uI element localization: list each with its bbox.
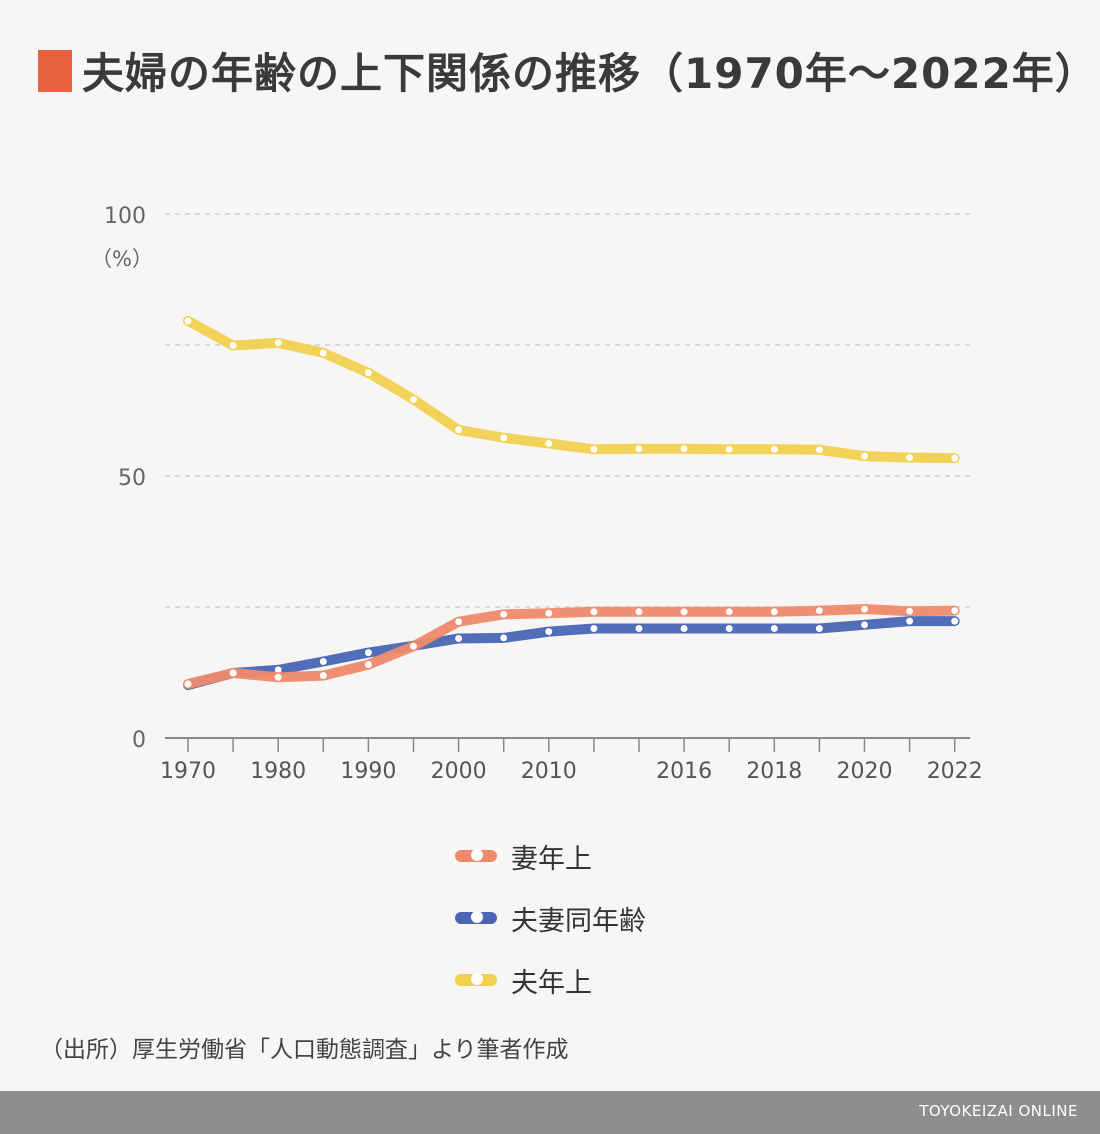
legend-swatch-husband-older bbox=[455, 973, 497, 986]
series-wife-older-point bbox=[363, 660, 373, 670]
series-husband-older-point bbox=[454, 425, 464, 435]
x-tick-label: 2010 bbox=[521, 759, 577, 784]
series-husband-older-point bbox=[318, 348, 328, 358]
x-tick-label: 2000 bbox=[431, 759, 487, 784]
y-tick-label: 100 bbox=[104, 204, 146, 229]
legend-label-husband-older: 夫年上 bbox=[511, 967, 592, 999]
series-same-age-point bbox=[318, 656, 328, 666]
chart-title: 夫婦の年齢の上下関係の推移（1970年～2022年） bbox=[38, 40, 1098, 101]
series-husband-older-line bbox=[183, 315, 960, 464]
series-wife-older-point bbox=[905, 606, 915, 616]
source-note: （出所）厚生労働省「人口動態調査」より筆者作成 bbox=[40, 1037, 569, 1063]
series-wife-older-point bbox=[499, 609, 509, 619]
y-tick-label: 50 bbox=[118, 466, 146, 491]
series-wife-older-point bbox=[950, 606, 960, 616]
x-tick-label: 1970 bbox=[160, 759, 216, 784]
footer-bar: TOYOKEIZAI ONLINE bbox=[0, 1091, 1100, 1134]
series-wife-older-point bbox=[814, 606, 824, 616]
y-axis-unit-label: （%） bbox=[91, 247, 153, 271]
series-wife-older-point bbox=[860, 604, 869, 614]
series-same-age-point bbox=[454, 633, 464, 643]
series-wife-older-point bbox=[589, 607, 599, 617]
series-same-age-point bbox=[544, 627, 554, 637]
series-wife-older-point bbox=[724, 607, 734, 617]
x-tick-label: 2016 bbox=[656, 759, 712, 784]
series-husband-older-point bbox=[409, 394, 418, 404]
x-tick-label: 2018 bbox=[746, 759, 802, 784]
series-wife-older-point bbox=[769, 607, 779, 617]
series-husband-older-point bbox=[950, 453, 960, 463]
series-husband-older-point bbox=[814, 445, 824, 455]
title-marker-square bbox=[38, 49, 72, 92]
series-wife-older-point bbox=[183, 679, 193, 689]
series-same-age-point bbox=[950, 616, 960, 626]
series-wife-older-point bbox=[544, 608, 554, 618]
series-husband-older-point bbox=[769, 444, 779, 454]
series-husband-older-point bbox=[724, 444, 734, 454]
legend-item-wife-older: 妻年上 bbox=[455, 825, 646, 887]
series-same-age-point bbox=[589, 623, 599, 633]
brand-logo-text: TOYOKEIZAI ONLINE bbox=[919, 1102, 1078, 1120]
series-same-age-point bbox=[679, 623, 689, 633]
series-same-age-point bbox=[363, 648, 373, 658]
legend-item-same-age: 夫妻同年齢 bbox=[455, 887, 646, 949]
title-text: 夫婦の年齢の上下関係の推移（1970年～2022年） bbox=[82, 49, 1098, 98]
series-husband-older-point bbox=[499, 433, 509, 443]
series-husband-older-point bbox=[183, 316, 193, 326]
series-same-age-point bbox=[814, 623, 824, 633]
series-same-age-point bbox=[724, 623, 734, 633]
series-husband-older-point bbox=[905, 453, 915, 463]
legend: 妻年上 夫妻同年齢 夫年上 bbox=[455, 825, 646, 1011]
series-wife-older-point bbox=[679, 607, 689, 617]
series-wife-older-point bbox=[409, 641, 418, 651]
legend-label-same-age: 夫妻同年齢 bbox=[511, 905, 646, 937]
series-husband-older-point bbox=[679, 444, 689, 454]
series-same-age-point bbox=[499, 633, 509, 643]
series-husband-older-point bbox=[589, 444, 599, 454]
legend-swatch-wife-older bbox=[455, 849, 497, 862]
legend-swatch-same-age bbox=[455, 911, 497, 924]
x-tick-label: 1980 bbox=[250, 759, 306, 784]
series-same-age-point bbox=[860, 620, 869, 630]
series-husband-older-point bbox=[634, 444, 644, 454]
series-same-age-point bbox=[634, 623, 644, 633]
series-same-age-point bbox=[905, 616, 915, 626]
series-husband-older-point bbox=[544, 439, 554, 449]
series-husband-older-point bbox=[363, 368, 373, 378]
series-wife-older-point bbox=[318, 671, 328, 681]
series-husband-older-point bbox=[860, 451, 869, 461]
series-wife-older-point bbox=[454, 617, 464, 627]
legend-item-husband-older: 夫年上 bbox=[455, 949, 646, 1011]
x-tick-label: 1990 bbox=[340, 759, 396, 784]
series-wife-older-point bbox=[273, 672, 283, 682]
series-wife-older-point bbox=[634, 607, 644, 617]
series-husband-older-point bbox=[228, 341, 238, 351]
legend-label-wife-older: 妻年上 bbox=[511, 843, 592, 875]
series-wife-older-point bbox=[228, 668, 238, 678]
x-tick-label: 2020 bbox=[837, 759, 893, 784]
series-same-age-line bbox=[183, 616, 960, 691]
series-wife-older-line bbox=[183, 604, 960, 690]
series-same-age-point bbox=[769, 623, 779, 633]
y-tick-label: 0 bbox=[132, 728, 146, 753]
series-husband-older-point bbox=[273, 338, 283, 348]
x-tick-label: 2022 bbox=[927, 759, 983, 784]
